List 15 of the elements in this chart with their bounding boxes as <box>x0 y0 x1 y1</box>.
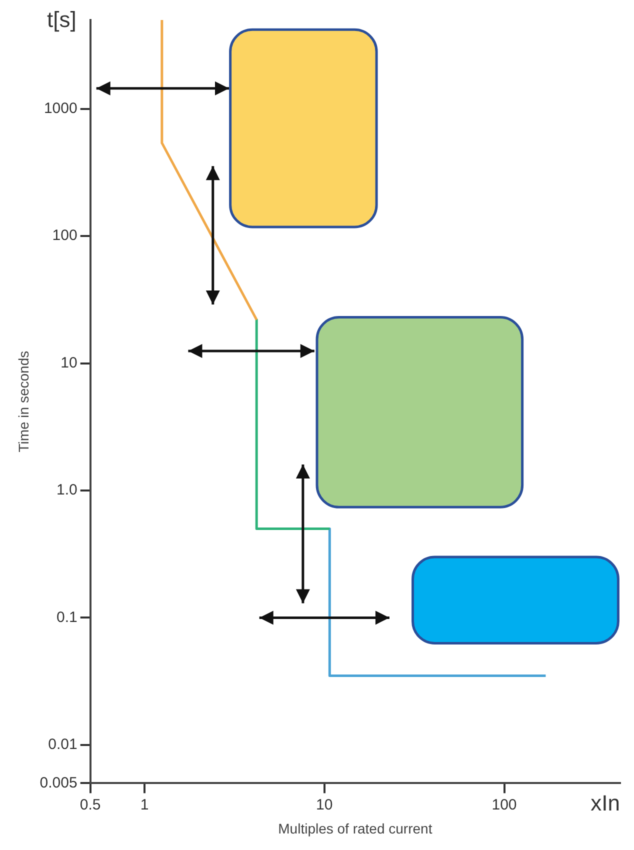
y-tick-label: 1000 <box>44 100 78 118</box>
text: t[s] <box>46 7 76 32</box>
y-tick-label: 0.005 <box>40 774 78 792</box>
x-tick-label: 100 <box>492 796 517 814</box>
y-axis-title: Time in seconds <box>15 350 32 452</box>
y-tick-label: 0.01 <box>48 736 78 754</box>
x-tick-label: 1 <box>140 796 149 814</box>
y-tick-label: 1.0 <box>56 482 78 499</box>
y-tick-label: 10 <box>60 354 78 372</box>
x-tick-label: 10 <box>316 796 333 814</box>
x-tick-label: 0.5 <box>80 796 101 814</box>
text: xIn <box>590 790 620 816</box>
x-axis-title: Multiples of rated current <box>278 820 432 836</box>
y-tick-label: 100 <box>52 227 78 244</box>
y-tick-label: 0.1 <box>56 608 78 626</box>
